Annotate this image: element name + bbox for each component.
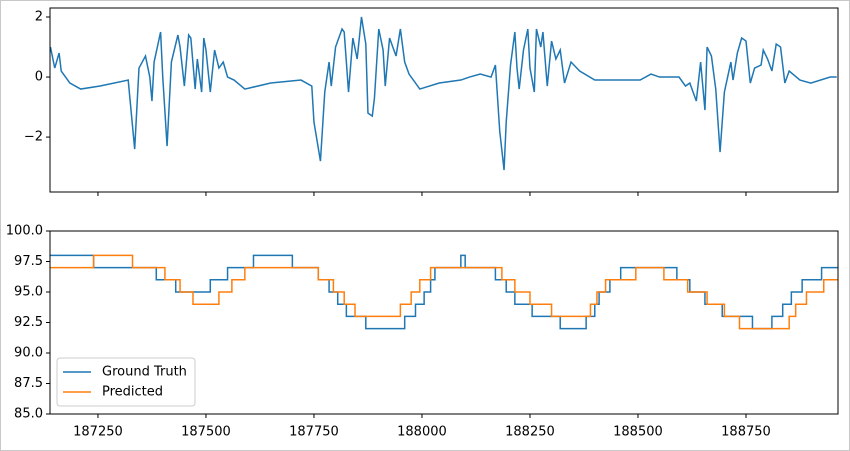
y-tick-label: −2 (24, 130, 43, 145)
y-tick-label: 100.0 (6, 224, 43, 239)
y-tick-label: 85.0 (14, 407, 43, 422)
x-tick-label: 188000 (397, 425, 447, 440)
x-tick-label: 188250 (505, 425, 555, 440)
legend-box (56, 357, 196, 407)
x-tick-label: 187500 (181, 425, 231, 440)
x-tick-label: 187250 (73, 425, 123, 440)
y-tick-label: 90.0 (14, 346, 43, 361)
data-line (50, 254, 838, 330)
y-tick-label: 2 (35, 10, 43, 25)
y-tick-label: 0 (35, 70, 43, 85)
x-tick-label: 187750 (289, 425, 339, 440)
x-tick-label: 188500 (613, 425, 663, 440)
y-tick-label: 92.5 (14, 315, 43, 330)
y-tick-label: 95.0 (14, 285, 43, 300)
data-line (49, 16, 837, 171)
legend-label: Predicted (102, 385, 163, 400)
legend-label: Ground Truth (102, 365, 187, 380)
data-line (50, 254, 838, 330)
x-tick-label: 188750 (721, 425, 771, 440)
axes-frame (49, 230, 839, 415)
y-tick-label: 97.5 (14, 254, 43, 269)
axes-frame (49, 7, 839, 193)
y-tick-label: 87.5 (14, 376, 43, 391)
